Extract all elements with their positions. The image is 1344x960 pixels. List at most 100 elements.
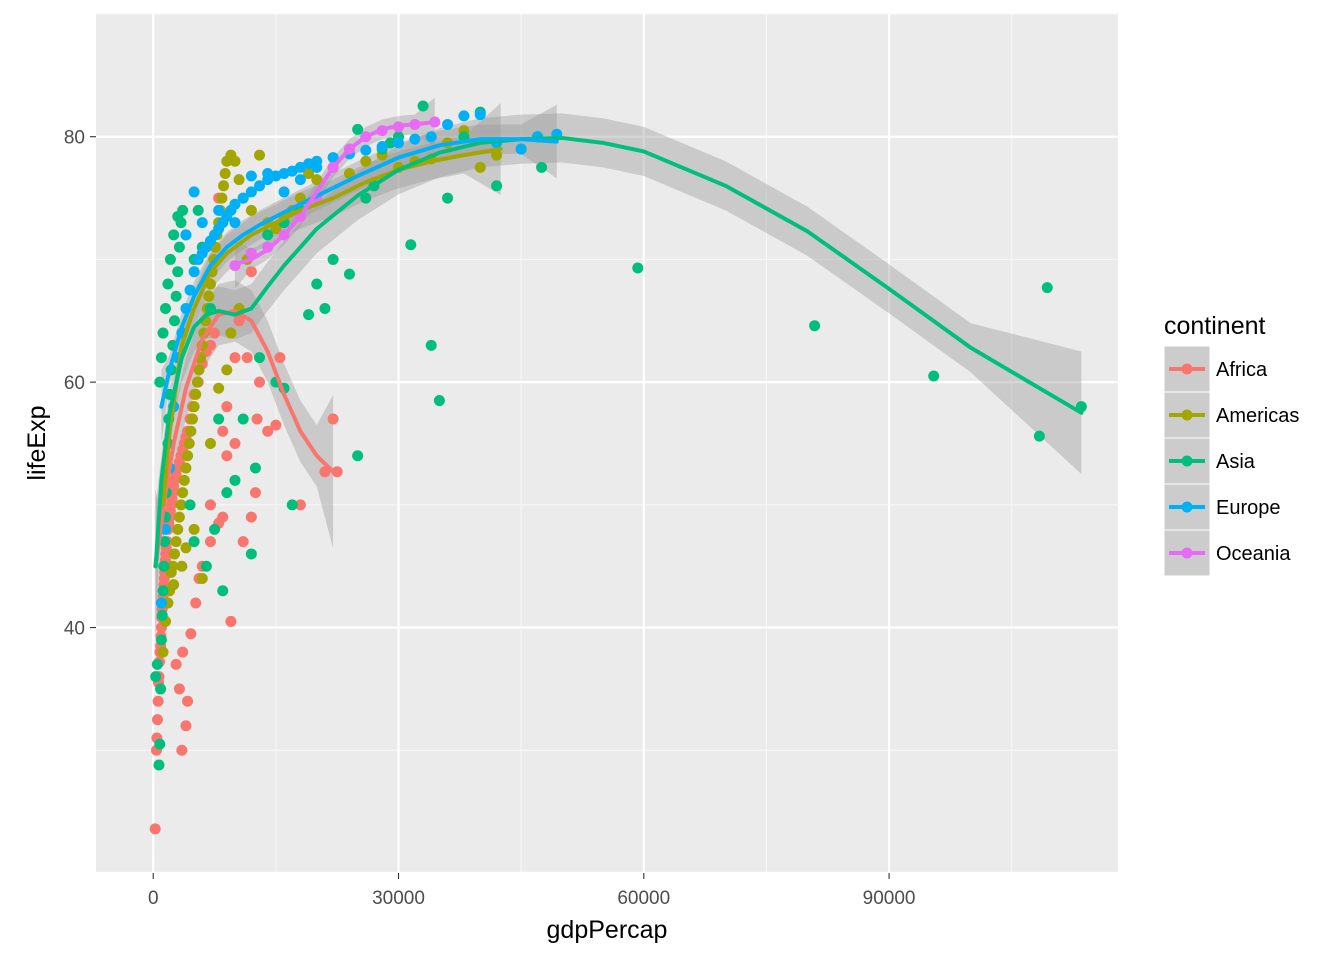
ribbon-oceania (234, 97, 435, 289)
point-africa (237, 536, 249, 548)
point-americas (168, 579, 180, 591)
point-asia (153, 759, 165, 771)
point-asia (159, 303, 171, 315)
point-africa (262, 425, 274, 437)
point-americas (196, 572, 208, 584)
point-africa (152, 695, 164, 707)
point-africa (249, 487, 261, 499)
point-europe (294, 161, 306, 173)
point-africa (233, 315, 245, 327)
point-europe (360, 144, 372, 156)
point-americas (172, 523, 184, 535)
point-africa (254, 376, 266, 388)
point-asia (352, 450, 364, 462)
point-asia (245, 548, 257, 560)
point-asia (173, 241, 185, 253)
point-africa (180, 720, 192, 732)
point-africa (151, 714, 163, 726)
legend-item-americas: Americas (1163, 391, 1299, 439)
point-africa (245, 511, 257, 523)
point-europe (425, 131, 437, 143)
legend-title: continent (1164, 312, 1266, 340)
legend-label: Oceania (1216, 543, 1291, 565)
point-europe (262, 168, 274, 180)
point-asia (154, 738, 166, 750)
point-africa (170, 658, 182, 670)
point-europe (254, 180, 266, 192)
point-americas (178, 474, 190, 486)
smooth-line-americas (161, 146, 503, 507)
smooth-line-asia (153, 135, 1084, 569)
point-europe (184, 284, 196, 296)
point-asia (405, 239, 417, 251)
point-asia (184, 499, 196, 511)
point-asia (200, 560, 212, 572)
point-africa (204, 499, 216, 511)
point-asia (249, 462, 261, 474)
point-americas (188, 401, 200, 413)
minor-gridlines (96, 13, 1118, 873)
y-tick-label: 40 (64, 619, 85, 640)
point-asia (442, 192, 454, 204)
point-asia (172, 210, 184, 222)
point-africa (204, 339, 216, 351)
point-asia (491, 180, 503, 192)
major-gridlines (96, 14, 1118, 875)
legend-item-oceania: Oceania (1163, 529, 1291, 577)
x-axis-title: gdpPercap (547, 916, 668, 944)
point-asia (170, 290, 182, 302)
point-asia (425, 339, 437, 351)
point-americas (233, 174, 245, 186)
point-africa (294, 499, 306, 511)
legend-item-asia: Asia (1163, 437, 1256, 485)
point-asia (217, 585, 229, 597)
point-asia (809, 320, 821, 332)
point-americas (474, 161, 486, 173)
point-americas (180, 542, 192, 554)
point-asia (192, 204, 204, 216)
point-africa (182, 695, 194, 707)
point-americas (311, 174, 323, 186)
point-europe (327, 152, 339, 164)
point-americas (491, 149, 503, 161)
point-americas (190, 388, 202, 400)
point-africa (204, 536, 216, 548)
point-asia (221, 487, 233, 499)
legend-key-point (1181, 455, 1193, 467)
point-asia (384, 137, 396, 149)
legend-items: Africa Americas Asia Europe Oceania (1163, 345, 1299, 577)
legend-label: Asia (1216, 451, 1256, 473)
point-asia (162, 278, 174, 290)
point-africa (229, 438, 241, 449)
point-africa (149, 823, 161, 835)
point-americas (254, 149, 266, 161)
point-asia (311, 278, 323, 290)
point-asia (209, 523, 221, 535)
point-asia (327, 253, 339, 265)
point-americas (182, 450, 194, 462)
legend-item-europe: Europe (1163, 483, 1281, 531)
point-europe (409, 133, 421, 145)
point-americas (168, 548, 180, 560)
point-asia (155, 634, 167, 646)
legend-key-point (1181, 363, 1193, 375)
point-africa (185, 628, 197, 640)
point-europe (515, 143, 527, 155)
point-asia (1033, 430, 1045, 442)
point-africa (327, 413, 339, 425)
point-europe (213, 204, 225, 216)
point-asia (155, 352, 167, 364)
point-asia (319, 303, 331, 315)
point-europe (229, 217, 241, 229)
point-asia (164, 253, 176, 265)
point-asia (159, 536, 171, 548)
point-americas (185, 425, 197, 437)
point-africa (173, 683, 185, 695)
point-americas (177, 487, 189, 499)
x-tick-label: 60000 (617, 888, 670, 909)
legend-item-africa: Africa (1163, 345, 1268, 393)
point-africa (190, 597, 202, 609)
x-tick-label: 30000 (372, 888, 425, 909)
point-americas (213, 382, 225, 394)
point-europe (188, 186, 200, 198)
